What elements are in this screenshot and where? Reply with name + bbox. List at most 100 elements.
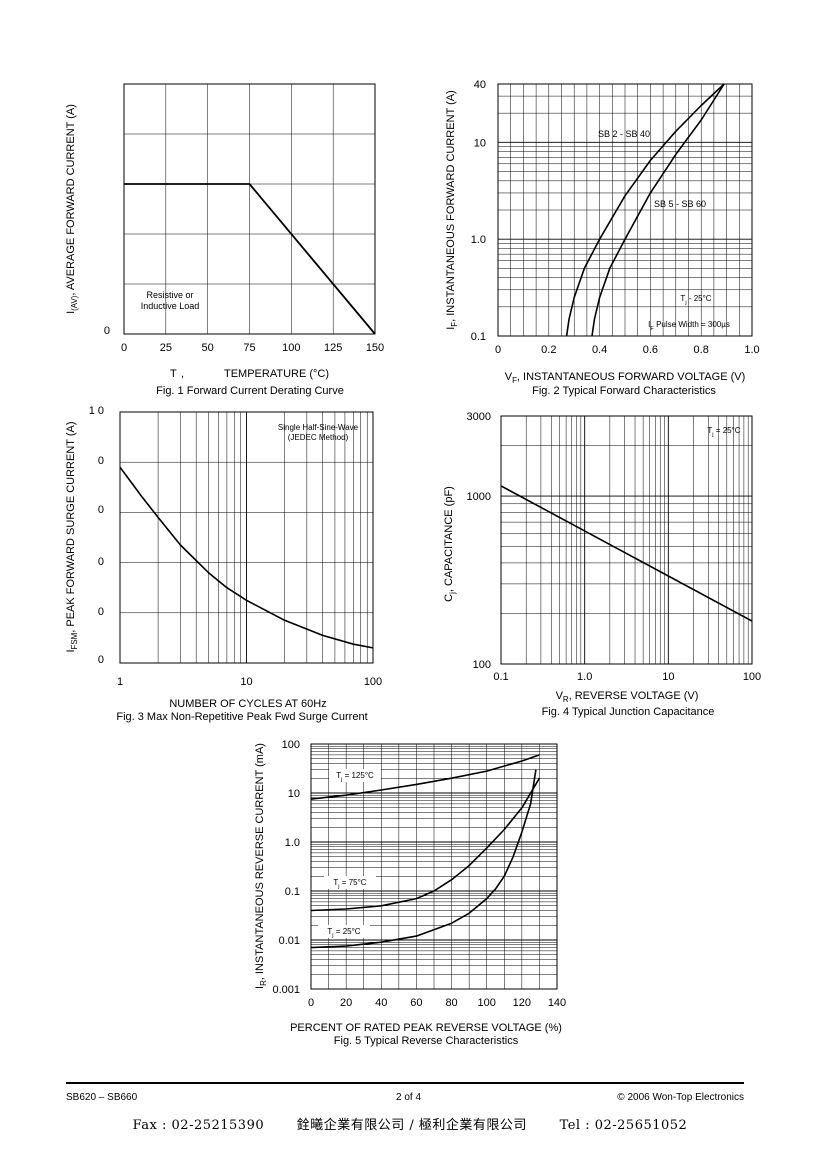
- y-axis-label: Cj, CAPACITANCE (pF): [443, 486, 457, 602]
- x-tick-label: 100: [743, 671, 761, 683]
- x-tick-label: 0.2: [541, 344, 556, 356]
- footer-part-number: SB620 – SB660: [66, 1092, 138, 1103]
- x-tick-label: 75: [243, 342, 255, 354]
- reverse-curve: [310, 769, 537, 949]
- label-background: [324, 876, 376, 889]
- distributor-names: 銓曦企業有限公司 / 極利企業有限公司: [296, 1118, 527, 1133]
- series-label: Tj = 25°C: [327, 927, 360, 939]
- figure-caption: Fig. 4 Typical Junction Capacitance: [542, 706, 715, 718]
- annotation-line: Single Half-Sine-Wave: [278, 423, 359, 432]
- x-tick-label: 120: [513, 997, 531, 1009]
- temperature-note: Tj = 25°C: [707, 426, 740, 438]
- x-tick-label: 0: [308, 997, 314, 1009]
- y-tick-label: 0: [98, 606, 104, 618]
- figure-caption: Fig. 3 Max Non-Repetitive Peak Fwd Surge…: [116, 711, 367, 723]
- x-axis-label: VR, REVERSE VOLTAGE (V): [556, 690, 699, 704]
- y-tick-label: 0: [98, 504, 104, 516]
- plot-frame: [123, 83, 376, 335]
- figure-caption: Fig. 2 Typical Forward Characteristics: [532, 385, 716, 397]
- y-tick-label: 100: [473, 659, 491, 671]
- reverse-curve: [310, 754, 540, 800]
- x-axis-label: PERCENT OF RATED PEAK REVERSE VOLTAGE (%…: [290, 1022, 562, 1034]
- x-axis-label: VF, INSTANTANEOUS FORWARD VOLTAGE (V): [505, 371, 746, 385]
- x-tick-label: 125: [324, 342, 342, 354]
- series-label: SB 5 - SB 60: [654, 199, 706, 209]
- plot-frame: [500, 415, 753, 665]
- x-tick-label: 60: [410, 997, 422, 1009]
- x-axis-label: NUMBER OF CYCLES AT 60Hz: [169, 698, 326, 710]
- surge-curve: [119, 466, 374, 649]
- x-tick-label: 140: [548, 997, 566, 1009]
- x-tick-label: 150: [366, 342, 384, 354]
- x-tick-label: 0: [495, 344, 501, 356]
- x-tick-label: 25: [160, 342, 172, 354]
- x-tick-label: 100: [364, 676, 382, 688]
- forward-curve: [591, 83, 725, 337]
- tel-number: Tel : 02-25651052: [559, 1118, 688, 1133]
- y-axis-label: IFSM, PEAK FORWARD SURGE CURRENT (A): [65, 421, 79, 652]
- annotation-line: Inductive Load: [141, 301, 200, 311]
- y-tick-label: 0: [98, 654, 104, 666]
- x-tick-label: 0.4: [592, 344, 607, 356]
- figure-caption: Fig. 1 Forward Current Derating Curve: [156, 385, 344, 397]
- x-tick-label: 1.0: [744, 344, 759, 356]
- plot-frame: [497, 83, 753, 337]
- annotation-line: Resistive or: [146, 290, 193, 300]
- y-tick-label: 1.0: [471, 234, 486, 246]
- contact-line: Fax : 02-25215390 銓曦企業有限公司 / 極利企業有限公司 Te…: [0, 1114, 820, 1133]
- y-tick-label: 3000: [467, 411, 491, 423]
- x-tick-label: 1.0: [577, 671, 592, 683]
- x-tick-label: 100: [282, 342, 300, 354]
- x-tick-label: 20: [340, 997, 352, 1009]
- figure-caption: Fig. 5 Typical Reverse Characteristics: [334, 1035, 519, 1047]
- fig4-capacitance-chart: 0.1 1.0 10 100 100 1000 3000 Tj = 25°C VR, REVER…: [443, 411, 761, 718]
- temperature-note: Tj - 25°C: [680, 294, 711, 306]
- x-tick-label: 0.6: [643, 344, 658, 356]
- series-label: SB 2 - SB 40: [598, 129, 650, 139]
- x-tick-label: 10: [240, 676, 252, 688]
- x-tick-label: 0.1: [493, 671, 508, 683]
- y-tick-label: 1 0: [89, 405, 104, 417]
- fax-number: Fax : 02-25215390: [132, 1118, 265, 1133]
- x-tick-label: 50: [202, 342, 214, 354]
- y-tick-label: 1000: [467, 491, 491, 503]
- y-tick-label: 40: [474, 79, 486, 91]
- annotation-line: (JEDEC Method): [288, 433, 349, 442]
- y-tick-label: 10: [474, 137, 486, 149]
- series-label: Tj = 125°C: [336, 771, 374, 783]
- footer-copyright: © 2006 Won-Top Electronics: [617, 1092, 744, 1103]
- y-tick-label: 0: [104, 325, 110, 337]
- y-tick-label: 0: [98, 556, 104, 568]
- forward-curve: [565, 83, 725, 337]
- y-tick-label: 100: [282, 739, 300, 751]
- fig2-forward-characteristics-chart: 0 0.2 0.4 0.6 0.8 1.0 0.1 1.0 10 40 SB 2 - SB 40 SB…: [445, 79, 760, 397]
- capacitance-curve: [500, 485, 753, 622]
- x-axis-symbol: T: [170, 368, 177, 380]
- plot-frame: [310, 743, 558, 990]
- y-axis-label: IR, INSTANTANEOUS REVERSE CURRENT (mA): [254, 743, 268, 989]
- y-tick-label: 0.1: [285, 886, 300, 898]
- footer-rule: [66, 1082, 744, 1084]
- x-tick-label: 100: [478, 997, 496, 1009]
- y-tick-label: 1.0: [285, 837, 300, 849]
- pulse-note: IF Pulse Width = 300µs: [648, 320, 730, 332]
- x-axis-label: TEMPERATURE (°C): [224, 368, 329, 380]
- x-tick-label: 10: [662, 671, 674, 683]
- y-tick-label: 10: [288, 788, 300, 800]
- x-tick-label: 80: [445, 997, 457, 1009]
- x-tick-label: 0.8: [694, 344, 709, 356]
- label-background: [318, 925, 370, 938]
- y-axis-label: I(AV), AVERAGE FORWARD CURRENT (A): [65, 104, 79, 314]
- series-label: Tj = 75°C: [333, 878, 366, 890]
- label-background: [329, 769, 381, 782]
- footer-page-number: 2 of 4: [396, 1092, 422, 1103]
- derating-curve: [124, 183, 376, 335]
- x-axis-comma: ,: [181, 368, 184, 380]
- fig5-reverse-characteristics-chart: 0 20 40 60 80 100 120 140 0.001 0.01 0.1 1.0 10 100 Tj…: [254, 739, 566, 1047]
- y-axis-label: IF, INSTANTANEOUS FORWARD CURRENT (A): [445, 90, 459, 330]
- y-tick-label: 0: [98, 455, 104, 467]
- x-tick-label: 40: [375, 997, 387, 1009]
- y-tick-label: 0.001: [272, 984, 300, 996]
- x-tick-label: 0: [121, 342, 127, 354]
